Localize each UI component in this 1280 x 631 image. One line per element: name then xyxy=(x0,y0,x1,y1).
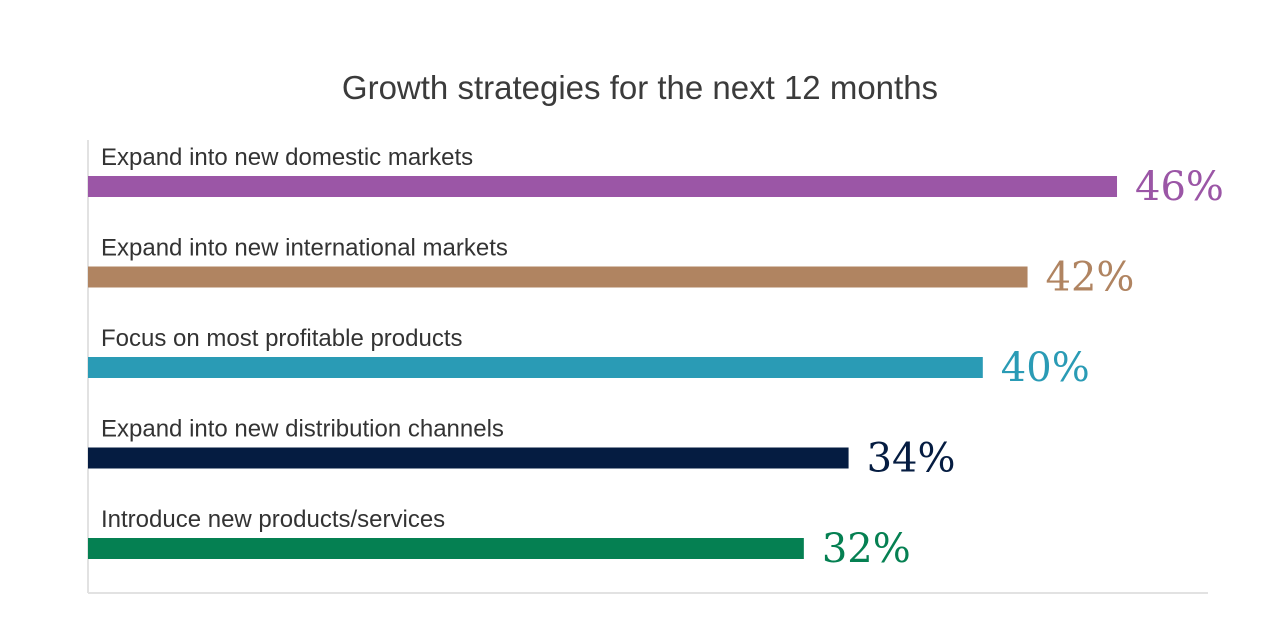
category-label: Expand into new international markets xyxy=(101,235,508,262)
bar xyxy=(88,357,983,378)
value-label: 34% xyxy=(867,436,956,482)
category-label: Introduce new products/services xyxy=(101,506,445,533)
bar xyxy=(88,266,1028,288)
bar xyxy=(88,538,804,559)
category-label: Expand into new domestic markets xyxy=(101,144,473,171)
value-label: 42% xyxy=(1046,255,1135,301)
category-label: Focus on most profitable products xyxy=(101,325,463,352)
value-label: 32% xyxy=(822,526,911,572)
chart-title: Growth strategies for the next 12 months xyxy=(342,69,938,106)
bar xyxy=(88,447,849,469)
category-label: Expand into new distribution channels xyxy=(101,416,504,443)
bar xyxy=(88,176,1118,197)
value-label: 46% xyxy=(1135,164,1224,210)
value-label: 40% xyxy=(1001,345,1090,391)
